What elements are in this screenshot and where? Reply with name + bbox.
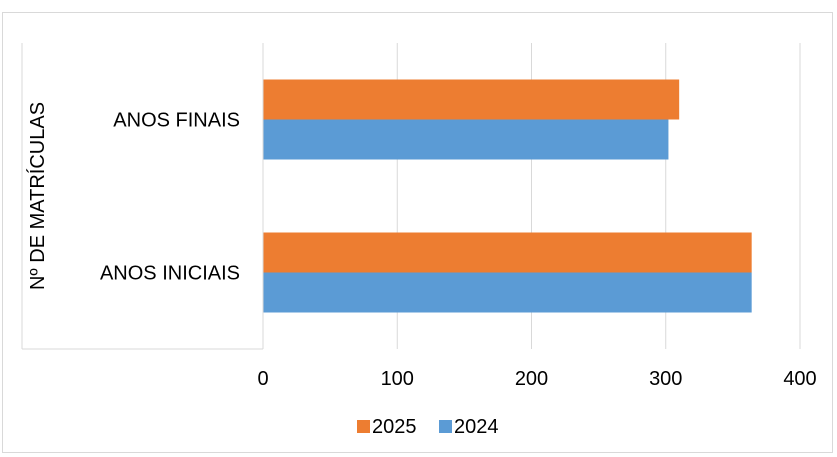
category-labels: ANOS INICIAIS ANOS FINAIS xyxy=(100,110,240,285)
x-tick-label: 200 xyxy=(515,368,548,390)
bar-2024-anos-finais xyxy=(263,119,669,160)
bars xyxy=(263,79,752,313)
bar-2025-anos-iniciais xyxy=(263,232,752,273)
bar-2024-anos-iniciais xyxy=(263,272,752,313)
x-tick-label: 300 xyxy=(649,368,682,390)
category-label: ANOS FINAIS xyxy=(113,110,240,132)
legend: 2025 2024 xyxy=(357,416,499,438)
legend-label-2024: 2024 xyxy=(454,416,499,438)
x-tick-label: 100 xyxy=(381,368,414,390)
x-tick-labels: 0 100 200 300 400 xyxy=(257,368,816,390)
x-tick-label: 0 xyxy=(257,368,268,390)
legend-label-2025: 2025 xyxy=(372,416,417,438)
bar-2025-anos-finais xyxy=(263,79,680,120)
x-tick-label: 400 xyxy=(783,368,816,390)
legend-swatch-2025 xyxy=(357,420,370,433)
y-axis-title: Nº DE MATRÍCULAS xyxy=(26,102,49,290)
category-label: ANOS INICIAIS xyxy=(100,263,240,285)
legend-swatch-2024 xyxy=(439,420,452,433)
